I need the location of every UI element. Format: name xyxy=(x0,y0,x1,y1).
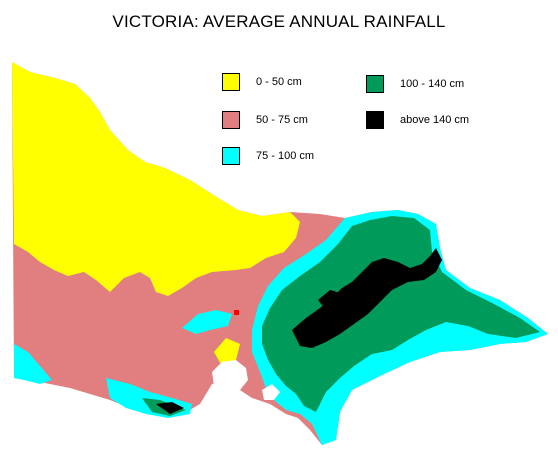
region-0-50-cm-bay xyxy=(214,338,240,366)
legend-item-100-140: 100 - 140 cm xyxy=(366,74,464,94)
legend-label-above-140: above 140 cm xyxy=(400,114,470,126)
western-port-bay xyxy=(262,384,280,400)
legend-swatch-75-100 xyxy=(222,147,240,165)
region-100-140-cm xyxy=(262,216,540,412)
port-phillip-bay xyxy=(212,360,248,392)
legend-swatch-100-140 xyxy=(366,75,384,93)
region-75-100-cm-west-coast xyxy=(14,344,52,384)
region-0-50-cm xyxy=(12,62,300,296)
region-above-140-cm-main xyxy=(292,248,442,348)
legend-item-50-75: 50 - 75 cm xyxy=(222,110,308,130)
legend-item-0-50: 0 - 50 cm xyxy=(222,72,302,92)
legend-item-above-140: above 140 cm xyxy=(366,110,469,130)
region-above-140-cm-otways xyxy=(156,402,184,414)
region-75-100-cm-inland-patch xyxy=(182,310,232,334)
legend-label-75-100: 75 - 100 cm xyxy=(256,150,315,162)
legend-label-0-50: 0 - 50 cm xyxy=(256,76,302,88)
map-title: VICTORIA: AVERAGE ANNUAL RAINFALL xyxy=(112,12,446,31)
region-above-140-cm-spur xyxy=(318,290,344,310)
legend-swatch-0-50 xyxy=(222,73,240,91)
location-marker xyxy=(234,310,239,315)
legend-swatch-above-140 xyxy=(366,111,384,129)
legend-label-50-75: 50 - 75 cm xyxy=(256,114,308,126)
legend-label-100-140: 100 - 140 cm xyxy=(400,78,465,90)
legend-item-75-100: 75 - 100 cm xyxy=(222,146,314,166)
legend-swatch-50-75 xyxy=(222,111,240,129)
